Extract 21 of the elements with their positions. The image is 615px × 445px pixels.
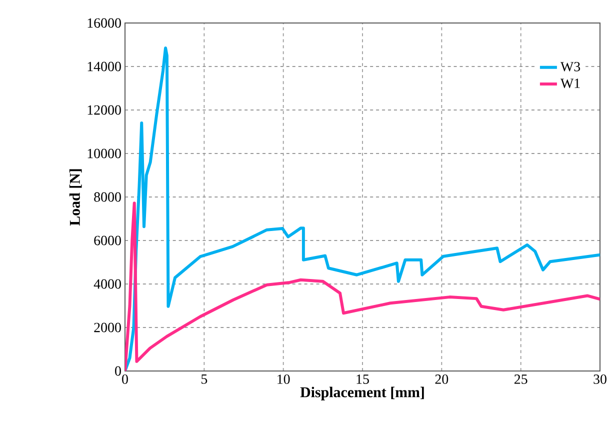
y-tick-label: 12000 [88, 105, 121, 115]
y-axis-title: Load [N] [69, 169, 82, 226]
x-tick-label: 15 [356, 374, 369, 384]
y-tick-label: 6000 [94, 236, 121, 246]
y-tick-label: 4000 [94, 279, 121, 289]
x-tick-label: 30 [594, 374, 606, 384]
x-axis-title: Displacement [mm] [300, 386, 424, 400]
y-tick-label: 8000 [94, 192, 121, 202]
x-tick-label: 20 [435, 374, 448, 384]
y-tick-label: 2000 [94, 322, 121, 332]
x-tick-label: 0 [122, 374, 128, 384]
x-tick-label: 5 [201, 374, 208, 384]
legend-label: W1 [560, 78, 580, 88]
y-tick-label: 14000 [88, 62, 121, 72]
y-tick-label: 16000 [88, 18, 121, 28]
y-tick-label: 10000 [88, 148, 121, 158]
legend-label: W3 [560, 62, 580, 72]
x-tick-label: 10 [278, 374, 290, 384]
line-series [125, 46, 600, 371]
y-tick-label: 0 [115, 366, 121, 376]
x-tick-label: 25 [514, 374, 528, 384]
